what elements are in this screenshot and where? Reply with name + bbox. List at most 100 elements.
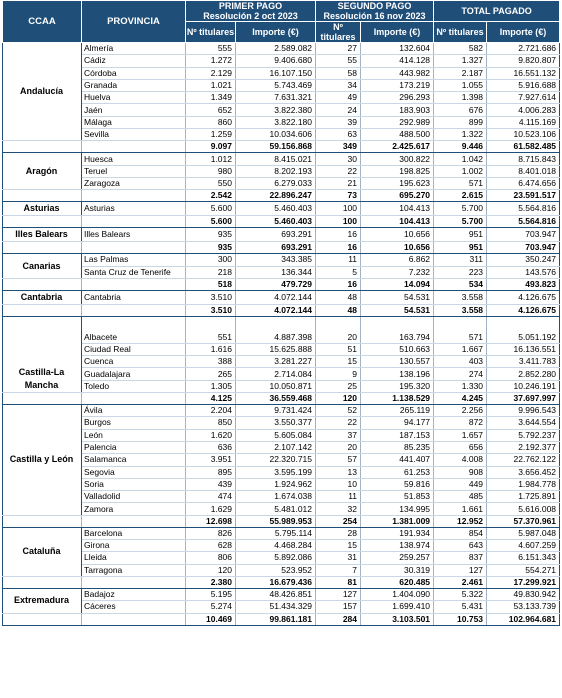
value-cell: 55 bbox=[315, 54, 361, 68]
value-cell: 21 bbox=[315, 177, 361, 191]
ccaa-cell: Castilla y León bbox=[2, 404, 82, 516]
provincia-cell: Asturias bbox=[81, 201, 186, 217]
value-cell: 5.564.816 bbox=[486, 201, 561, 217]
value-cell: 30 bbox=[315, 152, 361, 166]
value-cell: 7.631.321 bbox=[234, 91, 316, 105]
value-cell: 2.852.280 bbox=[486, 367, 561, 381]
value-cell: 5.051.192 bbox=[486, 315, 561, 344]
provincia-cell: Ávila bbox=[81, 404, 186, 418]
value-cell: 1.674.038 bbox=[234, 490, 316, 504]
provincia-cell: Lleida bbox=[81, 551, 186, 565]
total-value-cell: 10.656 bbox=[360, 241, 434, 255]
blank-cell bbox=[2, 612, 82, 626]
value-cell: 854 bbox=[433, 526, 487, 541]
value-cell: 138.974 bbox=[360, 539, 434, 553]
value-cell: 85.235 bbox=[360, 441, 434, 455]
total-value-cell: 5.460.403 bbox=[234, 215, 316, 229]
provincia-cell: Toledo bbox=[81, 380, 186, 394]
value-cell: 292.989 bbox=[360, 116, 434, 130]
provincia-cell: Cantabria bbox=[81, 289, 186, 305]
provincia-cell: Granada bbox=[81, 79, 186, 93]
value-cell: 5.431 bbox=[433, 600, 487, 614]
table-row: Granada 1.021 5.743.469 34 173.219 1.055 5.916… bbox=[3, 79, 561, 93]
ccaa-cell: Canarias bbox=[2, 253, 82, 279]
total-value-cell: 120 bbox=[315, 392, 361, 406]
value-cell: 1.021 bbox=[185, 79, 236, 93]
value-cell: 134.995 bbox=[360, 502, 434, 516]
value-cell: 6.279.033 bbox=[234, 177, 316, 191]
header-n-titulares-3: Nº titulares bbox=[433, 21, 488, 43]
value-cell: 191.934 bbox=[360, 526, 434, 541]
value-cell: 5.600 bbox=[185, 201, 236, 217]
total-value-cell: 22.896.247 bbox=[234, 189, 316, 203]
header-n-titulares-2: Nº titulares bbox=[315, 21, 362, 43]
table-row: Illes Balears Illes Balears 935 693.291 16 10… bbox=[2, 227, 561, 243]
value-cell: 837 bbox=[433, 551, 487, 565]
total-value-cell: 493.823 bbox=[486, 277, 561, 291]
total-value-cell: 479.729 bbox=[234, 277, 316, 291]
value-cell: 628 bbox=[185, 539, 236, 553]
value-cell: 656 bbox=[433, 441, 487, 455]
value-cell: 343.385 bbox=[234, 253, 316, 267]
value-cell: 127 bbox=[315, 587, 361, 602]
segundo-pago-title: SEGUNDO PAGO bbox=[337, 1, 412, 11]
value-cell: 4.468.284 bbox=[234, 539, 316, 553]
value-cell: 22 bbox=[315, 165, 361, 178]
total-value-cell: 10.469 bbox=[185, 612, 236, 626]
table-row: Castilla y León Ávila 2.204 9.731.424 52 265.… bbox=[2, 404, 561, 516]
value-cell: 1.055 bbox=[433, 79, 487, 93]
total-value-cell: 23.591.517 bbox=[486, 189, 561, 203]
value-cell: 703.947 bbox=[486, 227, 561, 243]
value-cell: 643 bbox=[433, 539, 487, 553]
total-value-cell: 284 bbox=[315, 612, 361, 626]
value-cell: 5.616.008 bbox=[486, 502, 561, 516]
segundo-pago-subtitle: Resolución 16 nov 2023 bbox=[323, 11, 426, 21]
table-row: Soria 439 1.924.962 10 59.816 449 1.984.778 bbox=[3, 478, 561, 492]
value-cell: 485 bbox=[433, 490, 487, 504]
total-row: 5.600 5.460.403 100 104.413 5.700 5.564.816 bbox=[2, 215, 561, 229]
value-cell: 2.107.142 bbox=[234, 441, 316, 455]
provincia-cell: Cáceres bbox=[81, 600, 186, 614]
value-cell: 3.951 bbox=[185, 453, 236, 467]
value-cell: 15 bbox=[315, 355, 361, 369]
value-cell: 980 bbox=[185, 165, 236, 178]
table-row: Aragón Huesca 1.012 8.415.021 30 300.822 1.042… bbox=[2, 152, 561, 191]
value-cell: 850 bbox=[185, 416, 236, 430]
value-cell: 10.523.106 bbox=[486, 128, 561, 142]
total-value-cell: 254 bbox=[315, 514, 361, 528]
value-cell: 1.616 bbox=[185, 343, 236, 357]
ccaa-cell: Extremadura bbox=[2, 588, 82, 614]
value-cell: 16 bbox=[315, 227, 361, 243]
table-row: Zamora 1.629 5.481.012 32 134.995 1.661 5.616.… bbox=[3, 502, 561, 516]
table-row: Cádiz 1.272 9.406.680 55 414.128 1.327 9.820.8… bbox=[3, 54, 561, 68]
table-row: Asturias Asturias 5.600 5.460.403 100 104.413… bbox=[2, 201, 561, 217]
value-cell: 5.481.012 bbox=[234, 502, 316, 516]
total-value-cell: 2.542 bbox=[185, 189, 236, 203]
provincia-cell: Sevilla bbox=[81, 128, 186, 142]
value-cell: 5.322 bbox=[433, 587, 487, 602]
value-cell: 49.830.942 bbox=[486, 587, 561, 602]
table-row: Málaga 860 3.822.180 39 292.989 899 4.115.169 bbox=[3, 116, 561, 130]
provincia-cell: Huelva bbox=[81, 91, 186, 105]
value-cell: 1.349 bbox=[185, 91, 236, 105]
ccaa-cell: Aragón bbox=[2, 152, 82, 191]
value-cell: 22.762.122 bbox=[486, 453, 561, 467]
table-row: Girona 628 4.468.284 15 138.974 643 4.607.259 bbox=[3, 539, 561, 553]
total-value-cell: 2.380 bbox=[185, 575, 236, 589]
value-cell: 6.474.656 bbox=[486, 177, 561, 191]
value-cell: 441.407 bbox=[360, 453, 434, 467]
value-cell: 806 bbox=[185, 551, 236, 565]
provincia-cell: Palencia bbox=[81, 441, 186, 455]
value-cell: 16.107.150 bbox=[234, 67, 316, 80]
payments-table: CCAA PROVINCIA PRIMER PAGO Resolución 2 … bbox=[2, 0, 561, 626]
provincia-cell: Tarragona bbox=[81, 564, 186, 577]
value-cell: 183.903 bbox=[360, 103, 434, 117]
total-value-cell: 99.861.181 bbox=[234, 612, 316, 626]
table-row: Ciudad Real 1.616 15.625.888 51 510.663 1.667… bbox=[3, 343, 561, 357]
value-cell: 551 bbox=[185, 315, 236, 344]
value-cell: 51.853 bbox=[360, 490, 434, 504]
total-row: 9.097 59.156.868 349 2.425.617 9.446 61.582.4… bbox=[2, 140, 561, 154]
value-cell: 6.151.343 bbox=[486, 551, 561, 565]
value-cell: 1.629 bbox=[185, 502, 236, 516]
value-cell: 132.604 bbox=[360, 41, 434, 56]
